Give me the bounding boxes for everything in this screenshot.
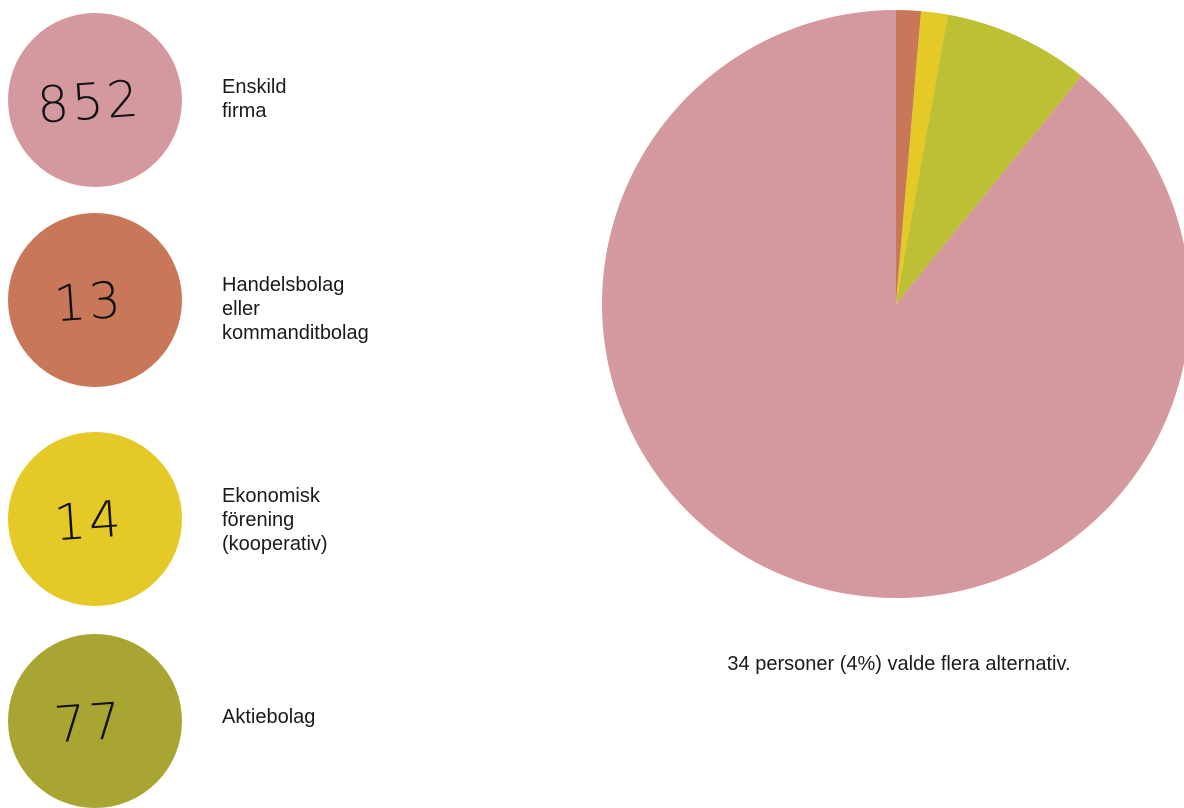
count-value: 77: [52, 691, 126, 755]
count-circle: 77: [8, 634, 182, 808]
pie-slice-enskild-firma: [602, 10, 1184, 598]
pie-slice-ekonomisk-forening: [896, 11, 948, 304]
legend-label: Ekonomisk förening (kooperativ): [222, 485, 328, 555]
legend-label: Aktiebolag: [222, 706, 316, 728]
count-value: 13: [52, 270, 126, 334]
footnote: 34 personer (4%) valde flera alternativ.: [727, 653, 1071, 675]
pie-chart: [602, 10, 1184, 598]
count-value: 14: [52, 489, 126, 553]
count-circle: 852: [8, 13, 182, 187]
count-circle: 14: [8, 432, 182, 606]
count-value: 852: [34, 69, 144, 135]
pie-slice-aktiebolag: [896, 14, 1082, 305]
legend-label: Enskild firma: [222, 76, 287, 122]
pie-slice-handelsbolag: [896, 10, 922, 304]
count-circle: 13: [8, 213, 182, 387]
legend-label: Handelsbolag eller kommanditbolag: [222, 274, 369, 344]
